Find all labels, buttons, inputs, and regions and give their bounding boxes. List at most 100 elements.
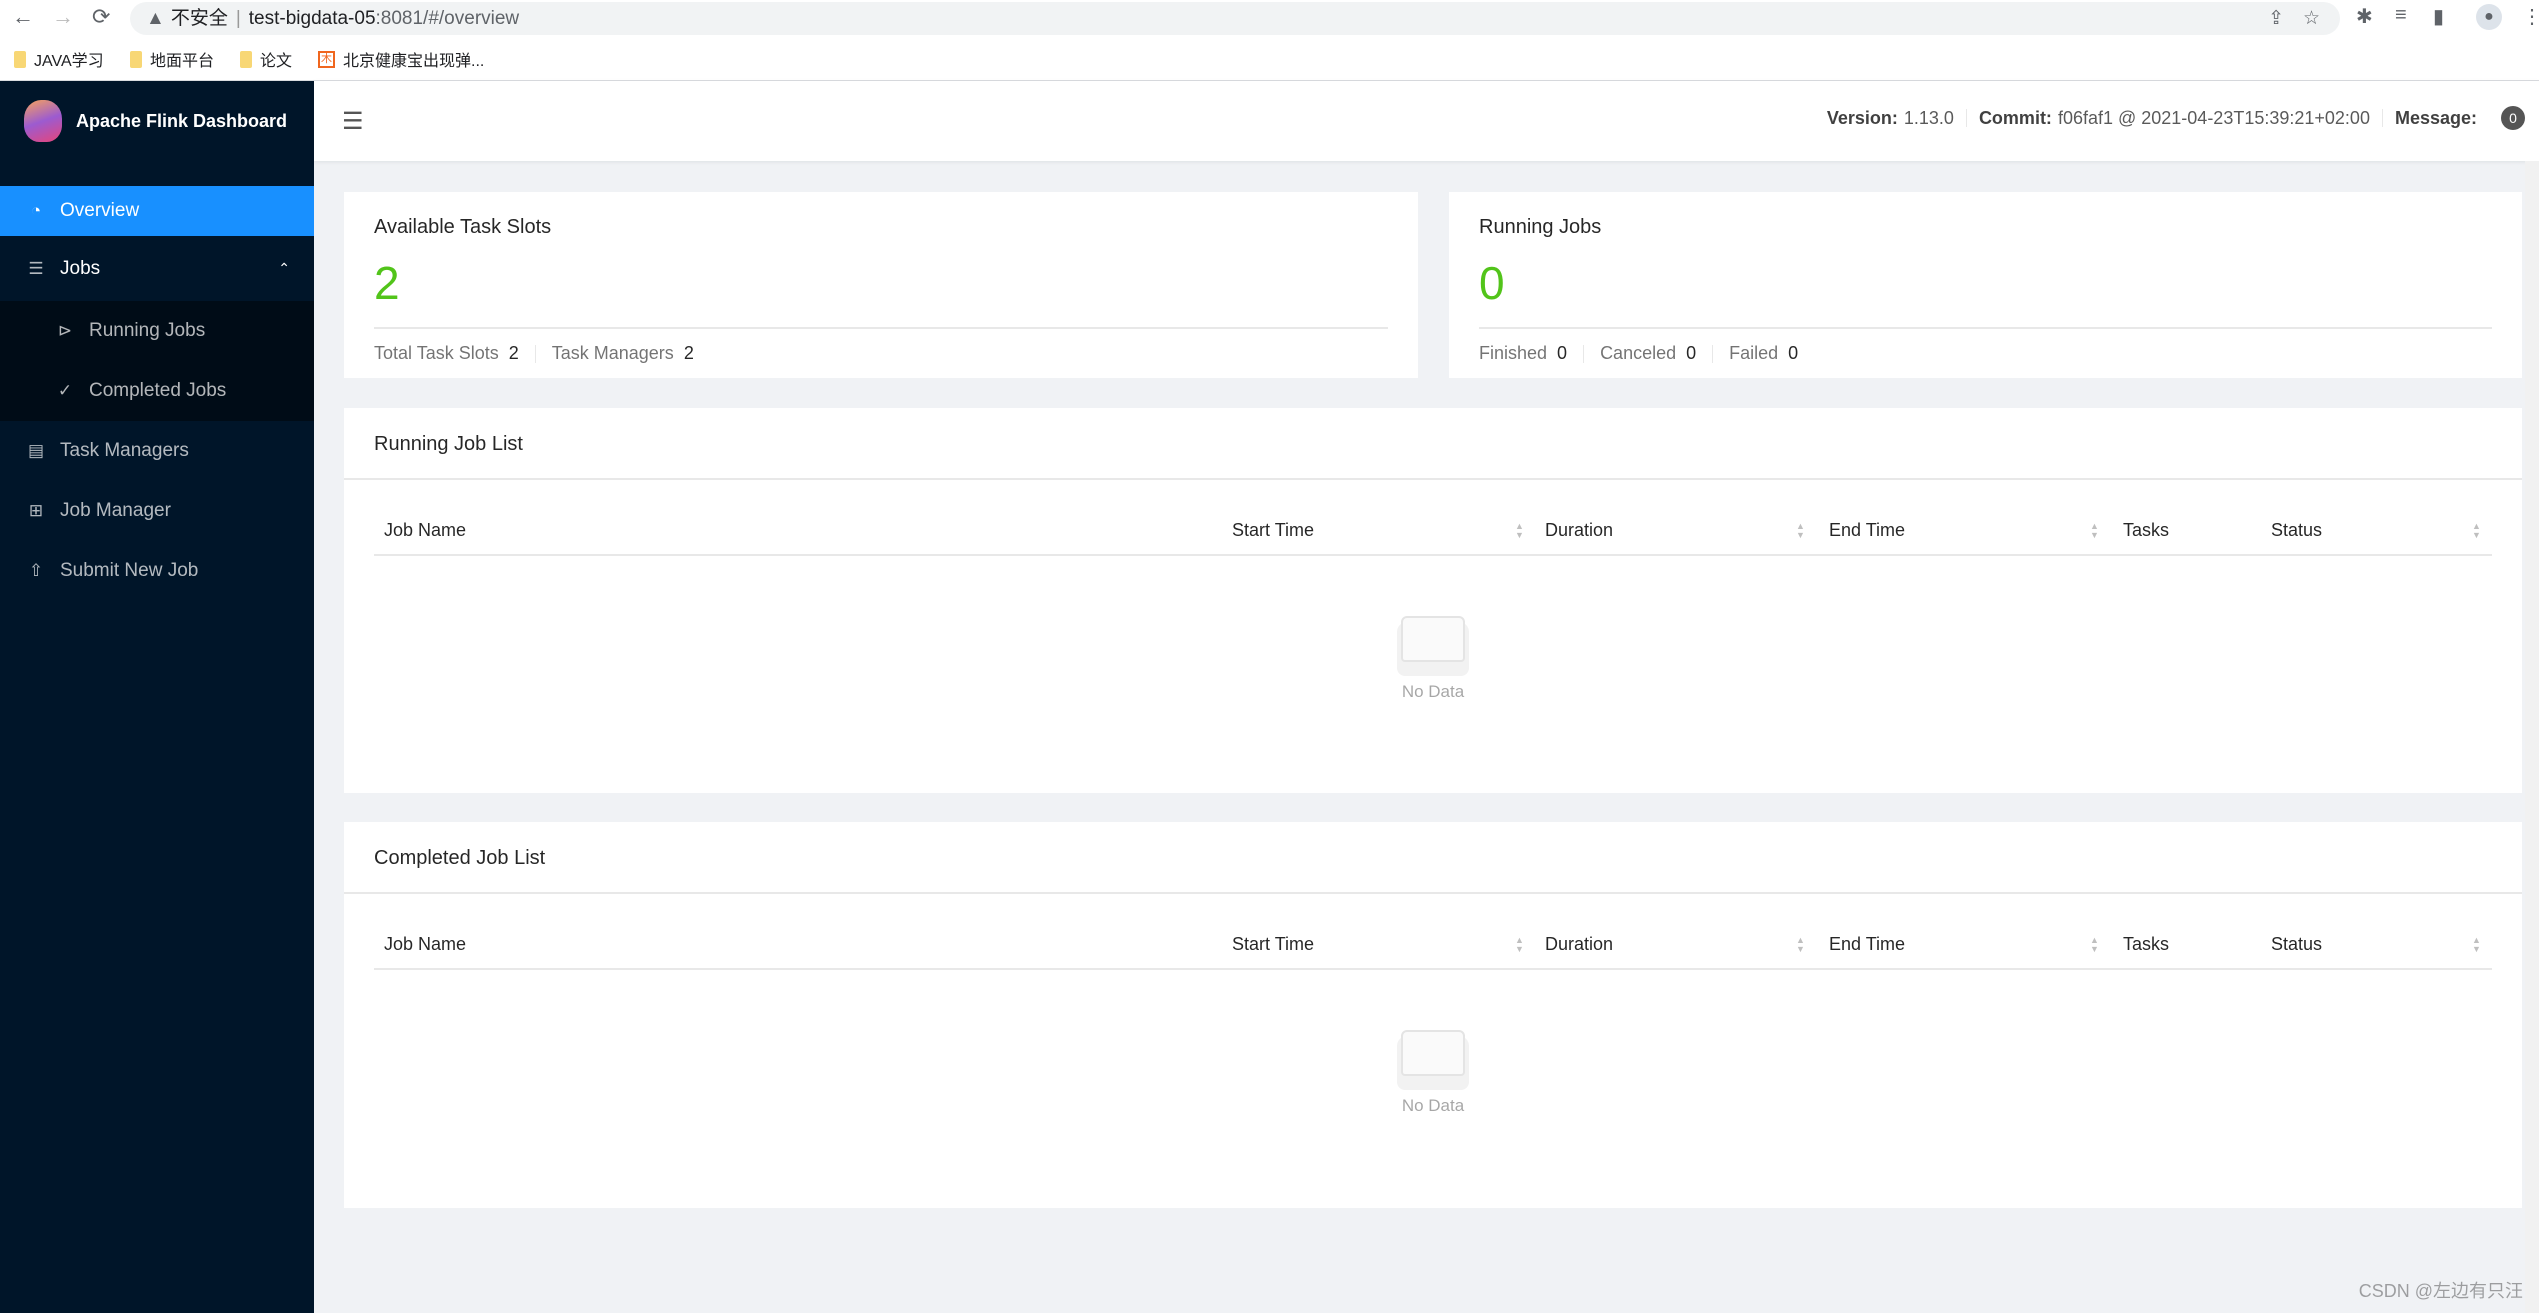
sidebar-item-task-managers[interactable]: ▤ Task Managers (0, 421, 314, 481)
sort-icon[interactable]: ▲ ▼ (2090, 521, 2099, 540)
column-status[interactable]: Status (2271, 520, 2323, 540)
flink-logo-icon (24, 100, 62, 142)
bookmark[interactable]: 木北京健康宝出现弹... (318, 47, 484, 71)
total-slots-label: Total Task Slots (374, 343, 499, 363)
scrollbar[interactable] (2525, 161, 2539, 1313)
sidebar-item-running-jobs[interactable]: ⊳ Running Jobs (0, 301, 314, 361)
running-jobs-card: Running Jobs 0 Finished 0 Canceled 0 Failed 0 (1449, 192, 2522, 378)
bookmark-label: 地面平台 (150, 53, 215, 70)
running-jobs-value: 0 (1479, 257, 1505, 309)
forward-button[interactable]: → (52, 4, 74, 29)
share-icon[interactable]: ⇪ (2268, 8, 2284, 29)
running-job-list-card: Running Job List Job Name Start Time ▲ ▼ … (344, 408, 2522, 793)
bookmark[interactable]: JAVA学习 (14, 47, 104, 71)
version-value: 1.13.0 (1903, 107, 1954, 128)
sort-icon[interactable]: ▲ ▼ (1796, 935, 1805, 954)
bookmark-label: 北京健康宝出现弹... (343, 53, 485, 70)
message-label: Message: (2394, 107, 2477, 128)
back-button[interactable]: ← (12, 4, 34, 29)
sidebar-item-label: Overview (60, 200, 140, 221)
browser-chrome: ← → ⟳ ▲ 不安全 | test-bigdata-05:8081/#/overvi… (0, 0, 2539, 81)
message-badge[interactable]: 0 (2501, 106, 2525, 130)
warning-icon: ▲ (146, 8, 165, 29)
url-path: :8081/#/overview (375, 8, 520, 29)
media-icon[interactable]: ≡ (2395, 4, 2407, 26)
column-status[interactable]: Status (2271, 934, 2323, 954)
failed-value: 0 (1788, 343, 1799, 363)
sidebar-item-submit-new-job[interactable]: ⇧ Submit New Job (0, 541, 314, 601)
play-circle-icon: ⊳ (57, 321, 73, 340)
jobs-submenu: ⊳ Running Jobs ✓ Completed Jobs (0, 301, 314, 421)
menu-icon[interactable]: ⋮ (2522, 6, 2539, 28)
sidebar-item-jobs[interactable]: ☰ Jobs ⌃ (0, 236, 314, 301)
sort-icon[interactable]: ▲ ▼ (1515, 521, 1524, 540)
logo[interactable]: Apache Flink Dashboard (0, 81, 314, 161)
chevron-up-icon: ⌃ (278, 260, 290, 276)
sidebar-item-completed-jobs[interactable]: ✓ Completed Jobs (0, 361, 314, 421)
sort-icon[interactable]: ▲ ▼ (1515, 935, 1524, 954)
no-data-text: No Data (1401, 682, 1465, 701)
profile-icon[interactable]: ● (2476, 4, 2502, 30)
column-start-time[interactable]: Start Time (1232, 934, 1315, 954)
sidebar-item-label: Completed Jobs (89, 380, 227, 401)
sort-icon[interactable]: ▲ ▼ (1796, 521, 1805, 540)
card-title: Completed Job List (374, 847, 546, 869)
failed-label: Failed (1729, 343, 1779, 363)
sidebar-item-job-manager[interactable]: ⊞ Job Manager (0, 481, 314, 541)
list-icon: ☰ (28, 258, 44, 278)
folder-icon (130, 50, 142, 68)
side-panel-icon[interactable]: ▮ (2433, 6, 2445, 28)
schedule-icon: ▤ (27, 441, 45, 460)
finished-label: Finished (1479, 343, 1548, 363)
folder-icon (14, 50, 26, 68)
commit-label: Commit: (1978, 107, 2052, 128)
empty-state: No Data (1401, 616, 1465, 702)
build-icon: ⊞ (28, 501, 44, 520)
sort-icon[interactable]: ▲ ▼ (2090, 935, 2099, 954)
column-start-time[interactable]: Start Time (1232, 520, 1315, 540)
watermark: CSDN @左边有只汪 (2358, 1281, 2523, 1301)
column-duration[interactable]: Duration (1545, 934, 1614, 954)
extensions-icon[interactable]: ✱ (2356, 6, 2373, 28)
card-title: Running Job List (374, 433, 523, 455)
column-job-name[interactable]: Job Name (384, 520, 467, 540)
sidebar-item-label: Submit New Job (60, 560, 199, 581)
dashboard-icon: ◔ (30, 201, 42, 220)
card-title: Available Task Slots (374, 216, 552, 238)
column-end-time[interactable]: End Time (1829, 520, 1906, 540)
menu-fold-icon[interactable]: ☰ (342, 108, 364, 135)
available-slots-value: 2 (374, 257, 400, 309)
bookmark[interactable]: 论文 (240, 47, 292, 71)
card-title: Running Jobs (1479, 216, 1602, 238)
sort-icon[interactable]: ▲ ▼ (2472, 521, 2481, 540)
bookmark-label: JAVA学习 (34, 53, 104, 70)
url-host: test-bigdata-05 (248, 8, 376, 29)
address-bar[interactable]: ▲ 不安全 | test-bigdata-05:8081/#/overview ⇪ ☆ (130, 2, 2340, 35)
completed-job-list-card: Completed Job List Job Name Start Time ▲… (344, 822, 2522, 1208)
star-icon[interactable]: ☆ (2302, 8, 2320, 29)
empty-state: No Data (1401, 1030, 1465, 1116)
bookmark[interactable]: 地面平台 (130, 47, 214, 71)
site-favicon: 木 (318, 50, 335, 68)
upload-icon: ⇧ (28, 561, 44, 580)
canceled-label: Canceled (1600, 343, 1677, 363)
security-label: 不安全 (170, 8, 228, 29)
sidebar-item-label: Jobs (60, 257, 101, 279)
column-tasks[interactable]: Tasks (2123, 520, 2170, 540)
no-data-text: No Data (1401, 1096, 1465, 1115)
column-duration[interactable]: Duration (1545, 520, 1614, 540)
total-slots-value: 2 (508, 343, 519, 363)
sidebar-item-overview[interactable]: ◔ Overview (0, 186, 314, 236)
column-end-time[interactable]: End Time (1829, 934, 1906, 954)
sidebar-item-label: Job Manager (60, 500, 171, 521)
available-task-slots-card: Available Task Slots 2 Total Task Slots 2… (344, 192, 1418, 378)
task-managers-label: Task Managers (551, 343, 674, 363)
finished-value: 0 (1557, 343, 1568, 363)
column-tasks[interactable]: Tasks (2123, 934, 2170, 954)
sort-icon[interactable]: ▲ ▼ (2472, 935, 2481, 954)
version-label: Version: (1826, 107, 1898, 128)
task-managers-value: 2 (683, 343, 694, 363)
reload-button[interactable]: ⟳ (92, 4, 111, 29)
header-info: Version: 1.13.0 Commit: f06faf1 @ 2021-04-… (1827, 106, 2525, 130)
column-job-name[interactable]: Job Name (384, 934, 467, 954)
